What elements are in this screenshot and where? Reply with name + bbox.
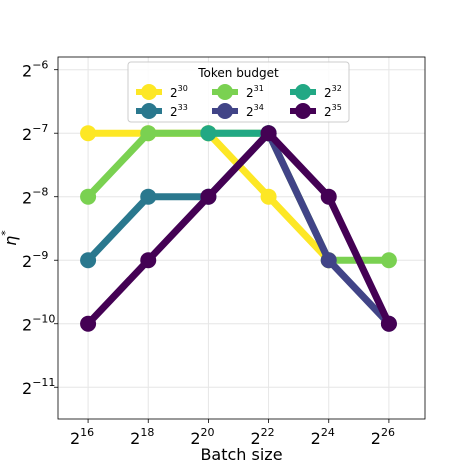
x-axis-label: Batch size (200, 445, 282, 464)
y-tick-exponent: −10 (32, 313, 55, 326)
x-tick-exponent: 26 (381, 426, 395, 439)
y-tick-base: 2 (22, 379, 32, 398)
legend-entry: 233 (136, 103, 188, 119)
legend-label: 234 (246, 103, 264, 119)
x-tick-label: 226 (371, 426, 395, 448)
data-point (200, 188, 217, 205)
legend-marker (295, 103, 311, 119)
legend-box (127, 61, 350, 123)
y-tick-base: 2 (22, 189, 32, 208)
legend-marker (217, 84, 233, 100)
y-tick-label: 2−7 (22, 122, 48, 144)
legend-entry: 232 (290, 84, 342, 100)
legend-marker (217, 103, 233, 119)
series-layer (80, 125, 397, 332)
y-tick-label: 2−6 (22, 59, 48, 81)
series-2^35 (80, 125, 397, 332)
data-point (80, 315, 97, 332)
y-axis-label: η* (0, 230, 20, 246)
data-point (80, 125, 97, 142)
legend-label-base: 2 (246, 105, 254, 119)
x-tick-base: 2 (190, 429, 200, 448)
y-tick-base: 2 (22, 62, 32, 81)
x-axis-ticks: 216 218 220 222 224 226 (70, 419, 395, 448)
y-tick-label: 2−10 (22, 313, 55, 335)
y-tick-exponent: −7 (32, 122, 48, 135)
legend-label-exponent: 31 (254, 84, 264, 93)
series-line (85, 129, 393, 327)
data-point (200, 125, 217, 142)
legend-label: 230 (170, 84, 188, 100)
y-axis-ticks: 2−62−72−82−92−102−11 (22, 59, 58, 398)
legend-label: 233 (170, 103, 188, 119)
x-tick-label: 218 (130, 426, 154, 448)
x-tick-exponent: 22 (261, 426, 275, 439)
data-point (140, 252, 157, 269)
legend-entry: 235 (290, 103, 342, 119)
legend-title: Token budget (197, 66, 279, 80)
x-tick-base: 2 (130, 429, 140, 448)
plot-frame (57, 56, 426, 420)
y-axis-label-symbol: η (1, 236, 20, 246)
y-tick-label: 2−8 (22, 186, 48, 208)
y-tick-base: 2 (22, 316, 32, 335)
legend-marker (295, 84, 311, 100)
x-tick-exponent: 24 (321, 426, 335, 439)
legend-label-exponent: 35 (332, 103, 342, 112)
x-tick-label: 224 (311, 426, 335, 448)
legend-entry: 231 (212, 84, 264, 100)
x-tick-base: 2 (371, 429, 381, 448)
data-point (380, 315, 397, 332)
x-tick-label: 216 (70, 426, 94, 448)
legend-label: 231 (246, 84, 264, 100)
y-tick-base: 2 (22, 125, 32, 144)
legend-label-base: 2 (324, 105, 332, 119)
x-tick-label: 222 (250, 426, 274, 448)
x-tick-exponent: 20 (201, 426, 215, 439)
legend-label-exponent: 34 (254, 103, 264, 112)
data-point (380, 252, 397, 269)
data-point (320, 252, 337, 269)
legend-label-base: 2 (246, 86, 254, 100)
x-tick-exponent: 18 (140, 426, 154, 439)
legend-label-base: 2 (170, 86, 178, 100)
legend-label: 235 (324, 103, 342, 119)
data-point (260, 188, 277, 205)
legend-marker (141, 84, 157, 100)
x-tick-exponent: 16 (80, 426, 94, 439)
legend-label-base: 2 (170, 105, 178, 119)
y-tick-label: 2−9 (22, 249, 48, 271)
legend-entry: 234 (212, 103, 264, 119)
legend-label-exponent: 33 (178, 103, 188, 112)
y-tick-exponent: −8 (32, 186, 48, 199)
legend-marker (141, 103, 157, 119)
x-tick-label: 220 (190, 426, 214, 448)
legend-label-exponent: 32 (332, 84, 342, 93)
y-axis-label-superscript: * (0, 230, 12, 236)
data-point (140, 188, 157, 205)
legend-label-base: 2 (324, 86, 332, 100)
legend-label: 232 (324, 84, 342, 100)
y-tick-base: 2 (22, 252, 32, 271)
legend-label-exponent: 30 (178, 84, 188, 93)
data-point (320, 188, 337, 205)
y-tick-exponent: −6 (32, 59, 48, 72)
x-tick-base: 2 (311, 429, 321, 448)
legend-entry: 230 (136, 84, 188, 100)
data-point (260, 125, 277, 142)
y-tick-exponent: −11 (32, 376, 55, 389)
data-point (80, 188, 97, 205)
y-axis-label-text: η* (0, 230, 20, 246)
y-tick-label: 2−11 (22, 376, 55, 398)
x-tick-base: 2 (250, 429, 260, 448)
data-point (80, 252, 97, 269)
x-tick-base: 2 (70, 429, 80, 448)
data-point (140, 125, 157, 142)
y-tick-exponent: −9 (32, 249, 48, 262)
